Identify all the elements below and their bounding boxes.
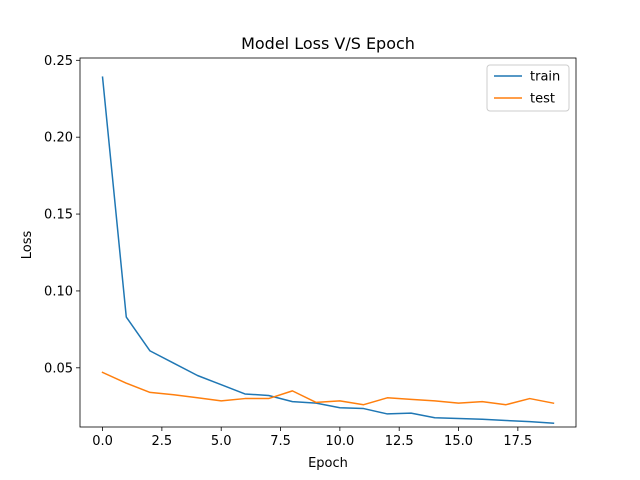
plot-area [79,57,577,428]
y-axis-title: Loss [20,231,35,260]
x-tick-label: 5.0 [211,434,232,449]
x-tick-label: 10.0 [325,434,354,449]
axes-frame [79,57,577,428]
series-line-test [101,371,555,406]
x-tick-label: 2.5 [152,434,173,449]
legend-label-test: test [530,92,555,107]
x-tick-label: 12.5 [385,434,414,449]
x-tick-label: 0.0 [92,434,113,449]
y-tick-label: 0.05 [44,361,73,376]
y-axis-ticks: 0.05 0.10 0.15 0.20 0.25 [44,54,80,376]
x-axis-ticks: 0.0 2.5 5.0 7.5 10.0 12.5 15.0 17.5 [92,427,532,449]
x-tick-label: 17.5 [503,434,532,449]
chart-title: Model Loss V/S Epoch [241,34,415,53]
legend: train test [486,64,570,112]
x-tick-label: 15.0 [444,434,473,449]
y-tick-label: 0.25 [44,54,73,69]
y-tick-label: 0.20 [44,131,73,146]
x-tick-label: 7.5 [270,434,291,449]
series-line-train [101,76,555,424]
y-tick-label: 0.15 [44,208,73,223]
legend-label-train: train [530,70,560,85]
x-axis-title: Epoch [308,456,348,471]
y-tick-label: 0.10 [44,284,73,299]
